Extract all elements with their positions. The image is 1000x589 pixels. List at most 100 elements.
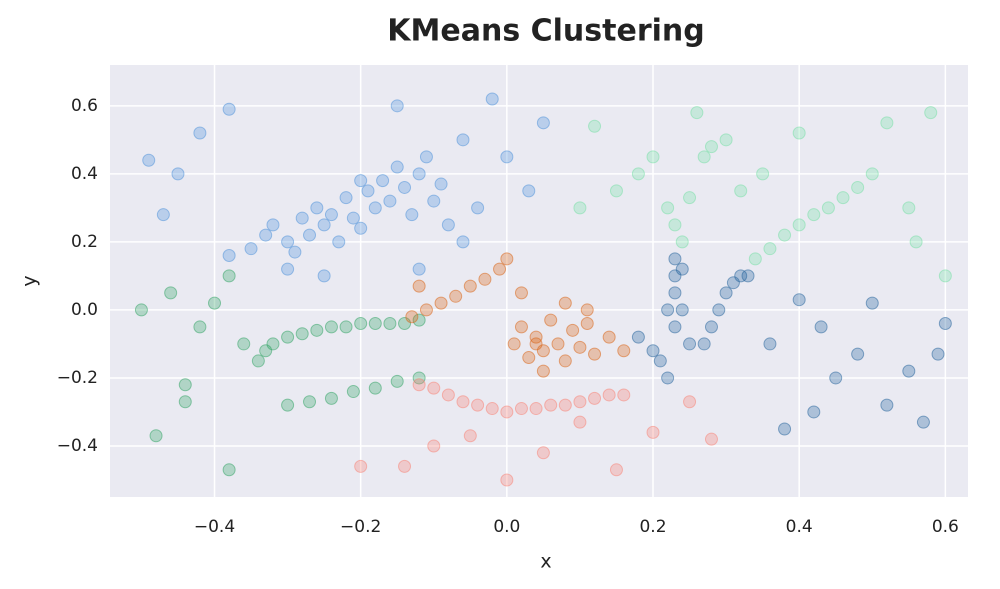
point (646, 344, 660, 358)
point (193, 320, 207, 334)
point (317, 218, 331, 232)
point (931, 347, 945, 361)
point (507, 337, 521, 351)
point (792, 126, 806, 140)
point (719, 286, 733, 300)
point (441, 218, 455, 232)
point (493, 262, 507, 276)
point (741, 269, 755, 283)
point (456, 235, 470, 249)
x-axis-label: x (540, 551, 551, 573)
point (668, 286, 682, 300)
point (924, 106, 938, 120)
point (324, 208, 338, 222)
point (310, 323, 324, 337)
point (558, 398, 572, 412)
point (222, 248, 236, 262)
point (281, 330, 295, 344)
point (544, 313, 558, 327)
point (281, 398, 295, 412)
point (551, 337, 565, 351)
point (609, 184, 623, 198)
point (902, 201, 916, 215)
point (514, 286, 528, 300)
point (661, 303, 675, 317)
point (500, 405, 514, 419)
point (324, 320, 338, 334)
point (734, 184, 748, 198)
y-tick-label: 0.2 (71, 232, 98, 252)
y-tick-label: −0.2 (57, 368, 98, 388)
point (763, 337, 777, 351)
point (281, 262, 295, 276)
point (697, 150, 711, 164)
point (617, 344, 631, 358)
point (266, 218, 280, 232)
point (164, 286, 178, 300)
point (668, 218, 682, 232)
point (354, 317, 368, 331)
point (668, 320, 682, 334)
point (916, 415, 930, 429)
point (339, 191, 353, 205)
point (208, 296, 222, 310)
point (558, 354, 572, 368)
point (756, 167, 770, 181)
point (463, 429, 477, 443)
point (529, 337, 543, 351)
point (244, 242, 258, 256)
point (251, 354, 265, 368)
x-tick-label: 0.6 (932, 517, 959, 537)
point (792, 218, 806, 232)
point (536, 364, 550, 378)
point (295, 211, 309, 225)
point (346, 211, 360, 225)
point (368, 201, 382, 215)
point (427, 439, 441, 453)
point (456, 395, 470, 409)
point (704, 140, 718, 154)
point (142, 153, 156, 167)
point (704, 320, 718, 334)
point (317, 269, 331, 283)
point (478, 272, 492, 286)
x-tick-label: −0.2 (340, 517, 381, 537)
point (441, 388, 455, 402)
point (156, 208, 170, 222)
point (222, 463, 236, 477)
point (405, 208, 419, 222)
point (661, 201, 675, 215)
point (814, 320, 828, 334)
point (514, 402, 528, 416)
point (222, 269, 236, 283)
point (222, 102, 236, 116)
point (851, 180, 865, 194)
point (412, 371, 426, 385)
point (332, 235, 346, 249)
point (412, 313, 426, 327)
point (880, 116, 894, 130)
point (383, 194, 397, 208)
point (500, 150, 514, 164)
point (807, 405, 821, 419)
point (880, 398, 894, 412)
y-axis-label: y (19, 275, 41, 286)
point (412, 378, 426, 392)
point (485, 402, 499, 416)
point (398, 459, 412, 473)
point (368, 317, 382, 331)
point (668, 252, 682, 266)
point (602, 330, 616, 344)
point (288, 245, 302, 259)
point (778, 422, 792, 436)
point (865, 296, 879, 310)
point (602, 388, 616, 402)
point (339, 320, 353, 334)
point (266, 337, 280, 351)
point (734, 269, 748, 283)
point (566, 323, 580, 337)
point (712, 303, 726, 317)
point (836, 191, 850, 205)
point (588, 119, 602, 133)
y-tick-label: −0.4 (57, 436, 98, 456)
